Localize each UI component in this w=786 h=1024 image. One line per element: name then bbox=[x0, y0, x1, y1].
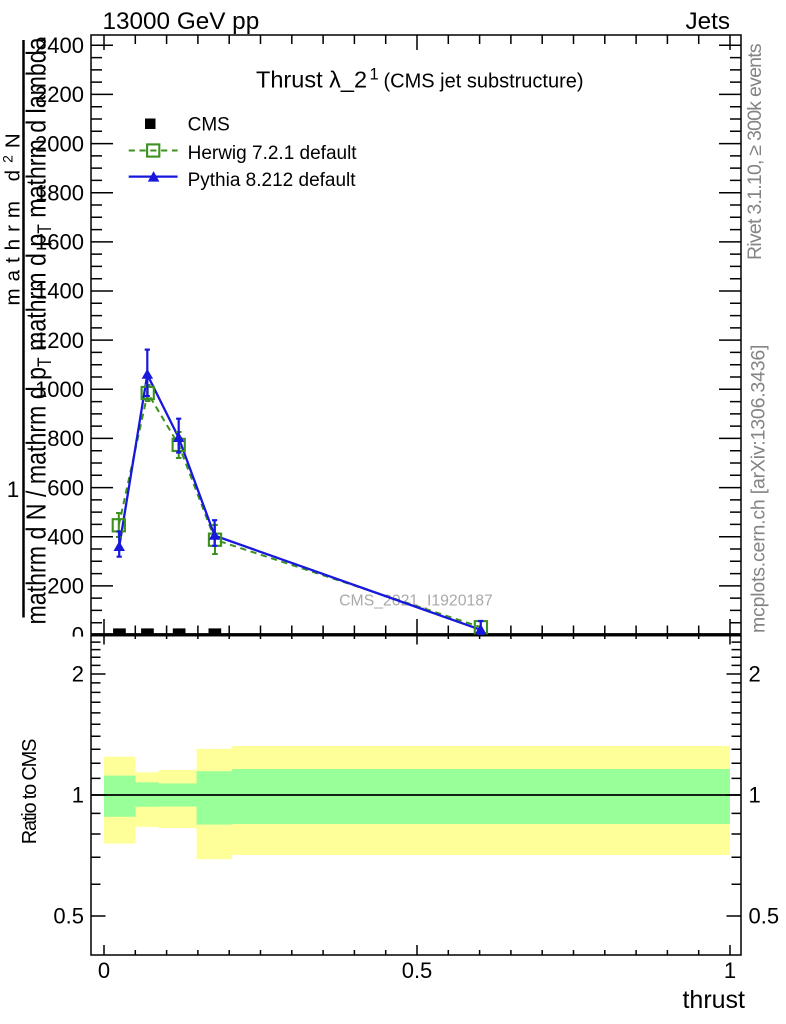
svg-text:thrust: thrust bbox=[682, 986, 745, 1014]
svg-text:2000: 2000 bbox=[35, 131, 84, 156]
svg-text:2: 2 bbox=[72, 662, 84, 687]
svg-text:2200: 2200 bbox=[35, 82, 84, 107]
svg-text:600: 600 bbox=[47, 475, 84, 500]
svg-text:1600: 1600 bbox=[35, 230, 84, 255]
svg-text:Pythia 8.212 default: Pythia 8.212 default bbox=[188, 170, 357, 191]
svg-text:1: 1 bbox=[7, 477, 20, 502]
svg-text:1: 1 bbox=[72, 783, 84, 808]
svg-text:Rivet 3.1.10, ≥ 300k events: Rivet 3.1.10, ≥ 300k events bbox=[744, 43, 766, 260]
svg-text:(CMS jet substructure): (CMS jet substructure) bbox=[384, 71, 584, 93]
svg-text:1800: 1800 bbox=[35, 180, 84, 205]
svg-text:1: 1 bbox=[370, 66, 379, 84]
svg-text:Ratio to CMS: Ratio to CMS bbox=[19, 739, 41, 844]
svg-text:0.5: 0.5 bbox=[402, 958, 433, 983]
svg-text:2: 2 bbox=[749, 662, 761, 687]
svg-text:Thrust λ_2: Thrust λ_2 bbox=[256, 67, 367, 93]
svg-text:0.5: 0.5 bbox=[53, 904, 84, 929]
svg-text:1000: 1000 bbox=[35, 377, 84, 402]
svg-text:Herwig 7.2.1 default: Herwig 7.2.1 default bbox=[188, 143, 358, 164]
svg-text:2400: 2400 bbox=[35, 33, 84, 58]
svg-text:mathrm d2N: mathrm d2N bbox=[0, 126, 25, 305]
svg-text:mathrm d N / mathrm d pT mathr: mathrm d N / mathrm d pT mathrm d pT mat… bbox=[22, 37, 56, 625]
svg-text:Jets: Jets bbox=[685, 8, 730, 35]
svg-text:1: 1 bbox=[724, 958, 736, 983]
svg-text:1: 1 bbox=[749, 783, 761, 808]
svg-text:200: 200 bbox=[47, 574, 84, 599]
svg-text:0.5: 0.5 bbox=[749, 904, 780, 929]
svg-text:400: 400 bbox=[47, 524, 84, 549]
svg-text:CMS_2021_I1920187: CMS_2021_I1920187 bbox=[339, 593, 493, 610]
svg-text:1200: 1200 bbox=[35, 328, 84, 353]
svg-text:mcplots.cern.ch [arXiv:1306.34: mcplots.cern.ch [arXiv:1306.3436] bbox=[748, 345, 770, 633]
svg-text:0: 0 bbox=[98, 958, 110, 983]
svg-text:CMS: CMS bbox=[188, 114, 230, 135]
svg-text:13000 GeV pp: 13000 GeV pp bbox=[103, 8, 260, 35]
svg-text:800: 800 bbox=[47, 426, 84, 451]
svg-text:1400: 1400 bbox=[35, 279, 84, 304]
